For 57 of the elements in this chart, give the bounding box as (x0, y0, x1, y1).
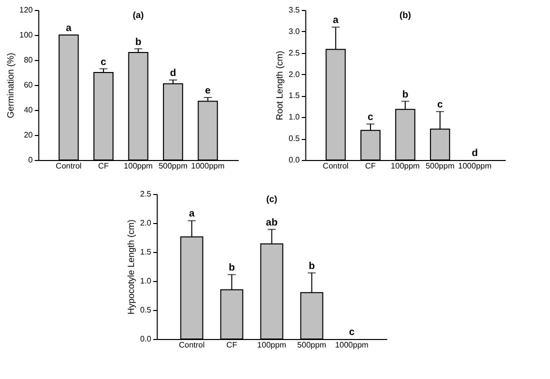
x-tick-label: Control (178, 340, 205, 350)
y-tick-label: 2.5 (140, 190, 152, 198)
annotation: b (135, 36, 142, 48)
y-axis-title: Hypocotyle Length (cm) (126, 219, 136, 315)
y-tick-label: 0.5 (288, 134, 300, 144)
x-tick-label: Control (322, 162, 349, 170)
y-tick-label: 60 (24, 80, 34, 90)
annotation: ab (266, 217, 278, 228)
chart-title: (a) (132, 10, 144, 20)
x-tick-label: 500ppm (297, 340, 327, 350)
x-tick-label: 1000ppm (335, 340, 369, 350)
annotation: a (188, 208, 195, 220)
annotation: c (368, 112, 374, 123)
y-axis-title: Germination (%) (5, 52, 16, 118)
y-tick-label: 3.5 (288, 6, 300, 14)
y-tick-label: 100 (19, 30, 34, 40)
y-tick-label: 1.5 (288, 91, 300, 100)
x-tick-label: 1000ppm (458, 162, 492, 170)
annotation: a (332, 15, 339, 26)
y-tick-label: 0.5 (140, 306, 152, 314)
annotation: b (308, 260, 315, 272)
y-tick-label: 0.0 (288, 156, 300, 164)
x-tick-label: 100ppm (124, 162, 154, 170)
annotation: a (66, 23, 72, 34)
x-tick-label: 500ppm (426, 162, 455, 170)
annotation: b (228, 262, 235, 274)
annotation: c (348, 327, 355, 338)
y-tick-label: 0 (28, 156, 34, 164)
annotation: d (472, 148, 478, 159)
annotation: b (402, 89, 408, 100)
y-tick-label: 1.5 (140, 248, 152, 256)
y-tick-label: 120 (19, 6, 34, 14)
y-tick-label: 0.0 (140, 334, 152, 344)
y-tick-label: 80 (24, 56, 34, 64)
x-tick-label: CF (98, 162, 109, 170)
y-tick-label: 2.0 (288, 70, 300, 79)
y-tick-label: 2.0 (140, 218, 152, 228)
y-tick-label: 3.0 (288, 26, 300, 36)
annotation: e (205, 86, 212, 96)
x-tick-label: Control (56, 162, 82, 170)
x-tick-label: 100ppm (257, 340, 287, 350)
x-tick-label: CF (365, 162, 376, 170)
x-tick-label: 1000ppm (191, 162, 225, 170)
annotation: c (100, 56, 107, 68)
y-tick-label: 20 (24, 130, 34, 140)
x-tick-label: CF (226, 340, 238, 350)
chart-title: (b) (400, 10, 411, 20)
x-tick-label: 100ppm (390, 162, 420, 170)
y-tick-label: 2.5 (288, 48, 300, 58)
annotation: c (437, 100, 444, 111)
y-tick-label: 1.0 (288, 112, 300, 122)
x-tick-label: 500ppm (158, 162, 188, 170)
y-tick-label: 1.0 (140, 276, 152, 286)
y-tick-label: 40 (24, 106, 34, 114)
chart-title: (c) (266, 194, 278, 204)
y-axis-title: Root Length (cm) (274, 50, 285, 120)
annotation: d (170, 68, 176, 79)
